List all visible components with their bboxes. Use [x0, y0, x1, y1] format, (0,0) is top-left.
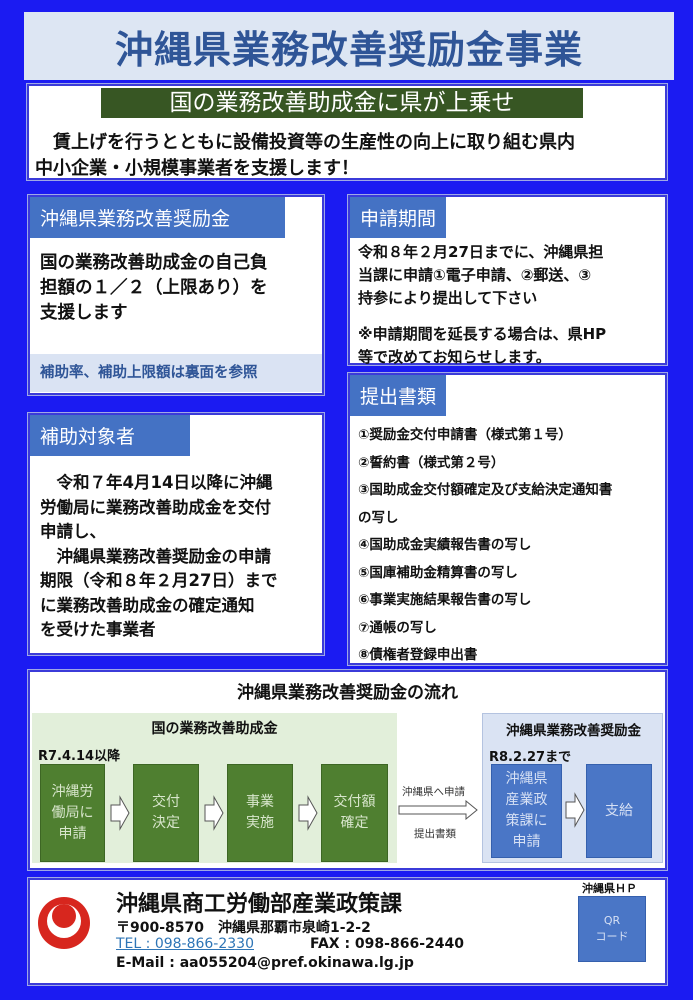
arrow-right-icon: [204, 795, 224, 831]
incentive-heading: 沖縄県業務改善奨励金: [30, 197, 285, 238]
document-item: の写し: [358, 509, 399, 526]
contact-tel-link[interactable]: TEL : 098-866-2330: [116, 936, 254, 952]
period-text: 当課に申請①電子申請、②郵送、③: [358, 266, 592, 284]
arrow-right-icon: [110, 795, 130, 831]
document-item: ③国助成金交付額確定及び支給決定通知書: [358, 482, 613, 498]
national-heading: 国の業務改善助成金: [151, 721, 278, 737]
eligible-text: に業務改善助成金の確定通知: [40, 595, 255, 615]
eligible-text: 申請し、: [40, 522, 106, 541]
arrow-right-icon: [298, 795, 318, 831]
flow-title: 沖縄県業務改善奨励金の流れ: [237, 683, 458, 703]
banner-box: 国の業務改善助成金に県が上乗せ 賃上げを行うとともに設備投資等の生産性の向上に取…: [26, 83, 668, 181]
documents-box: 提出書類 ①奨励金交付申請書（様式第１号） ②誓約書（様式第２号） ③国助成金交付額…: [347, 372, 668, 666]
banner-text: 賃上げを行うとともに設備投資等の生産性の向上に取り組む県内: [35, 132, 575, 153]
document-item: ⑧債権者登録申出書: [358, 647, 478, 663]
contact-email: E-Mail : aa055204@pref.okinawa.lg.jp: [116, 955, 414, 971]
banner-text: 中小企業・小規模事業者を支援します！: [35, 158, 359, 179]
flow-step: 支給: [586, 764, 652, 858]
hp-label: 沖縄県ＨＰ: [582, 882, 637, 895]
document-item: ⑤国庫補助金精算書の写し: [358, 564, 518, 581]
contact-box: 沖縄県商工労働部産業政策課 〒900-8570 沖縄県那覇市泉崎1-2-2 TE…: [27, 877, 668, 986]
document-item: ⑥事業実施結果報告書の写し: [358, 592, 532, 608]
prefecture-date: R8.2.27まで: [489, 750, 572, 765]
title-panel: 沖縄県業務改善奨励金事業: [24, 12, 674, 80]
period-box: 申請期間 令和８年２月27日までに、沖縄県担 当課に申請①電子申請、②郵送、③ …: [347, 194, 668, 366]
eligible-text: 令和７年4月14日以降に沖縄: [40, 473, 273, 492]
flow-step: 沖縄労 働局に 申請: [40, 764, 105, 862]
period-note: ※申請期間を延長する場合は、県HP: [358, 325, 607, 343]
okinawa-logo-icon: [38, 897, 90, 949]
contact-fax: FAX : 098-866-2440: [310, 936, 464, 952]
flow-box: 沖縄県業務改善奨励金の流れ 国の業務改善助成金 R7.4.14以降 沖縄県業務改…: [27, 669, 668, 871]
eligible-text: 期限（令和８年２月27日）まで: [40, 571, 278, 590]
document-item: ⑦通帳の写し: [358, 619, 437, 636]
period-text: 持参により提出して下さい: [358, 289, 538, 307]
flow-step: 沖縄県 産業政 策課に 申請: [491, 764, 562, 858]
incentive-text: 支援します: [40, 303, 128, 323]
flow-step: 事業 実施: [227, 764, 293, 862]
contact-address: 〒900-8570 沖縄県那覇市泉崎1-2-2: [116, 920, 371, 936]
document-item: ①奨励金交付申請書（様式第１号）: [358, 427, 572, 443]
incentive-text: 国の業務改善助成金の自己負: [40, 253, 268, 273]
incentive-box: 沖縄県業務改善奨励金 国の業務改善助成金の自己負 担額の１／２（上限あり）を 支…: [27, 194, 325, 396]
contact-org: 沖縄県商工労働部産業政策課: [116, 892, 403, 917]
prefecture-heading: 沖縄県業務改善奨励金: [506, 723, 641, 739]
eligible-text: を受けた事業者: [40, 620, 156, 639]
eligible-text: 労働局に業務改善助成金を交付: [40, 497, 271, 517]
eligible-box: 補助対象者 令和７年4月14日以降に沖縄 労働局に業務改善助成金を交付 申請し、 沖…: [27, 412, 325, 656]
flow-step: 交付額 確定: [321, 764, 388, 862]
flow-step: 交付 決定: [133, 764, 199, 862]
transfer-top: 沖縄県へ申請: [402, 786, 465, 798]
page-title: 沖縄県業務改善奨励金事業: [114, 27, 583, 72]
period-text: 令和８年２月27日までに、沖縄県担: [358, 243, 604, 261]
eligible-text: 沖縄県業務改善奨励金の申請: [40, 546, 272, 566]
document-item: ④国助成金実績報告書の写し: [358, 537, 532, 553]
arrow-right-icon: [565, 792, 585, 828]
incentive-note: 補助率、補助上限額は裏面を参照: [30, 354, 322, 392]
banner-label: 国の業務改善助成金に県が上乗せ: [101, 88, 583, 118]
qr-code[interactable]: QR コード: [578, 896, 646, 962]
incentive-text: 担額の１／２（上限あり）を: [40, 278, 268, 298]
document-item: ②誓約書（様式第２号）: [358, 454, 505, 471]
eligible-heading: 補助対象者: [30, 415, 190, 456]
period-note: 等で改めてお知らせします。: [358, 348, 551, 366]
period-heading: 申請期間: [350, 197, 447, 238]
long-arrow-icon: [398, 800, 478, 820]
transfer-bottom: 提出書類: [414, 828, 456, 840]
documents-heading: 提出書類: [350, 375, 447, 416]
national-date: R7.4.14以降: [38, 749, 121, 764]
